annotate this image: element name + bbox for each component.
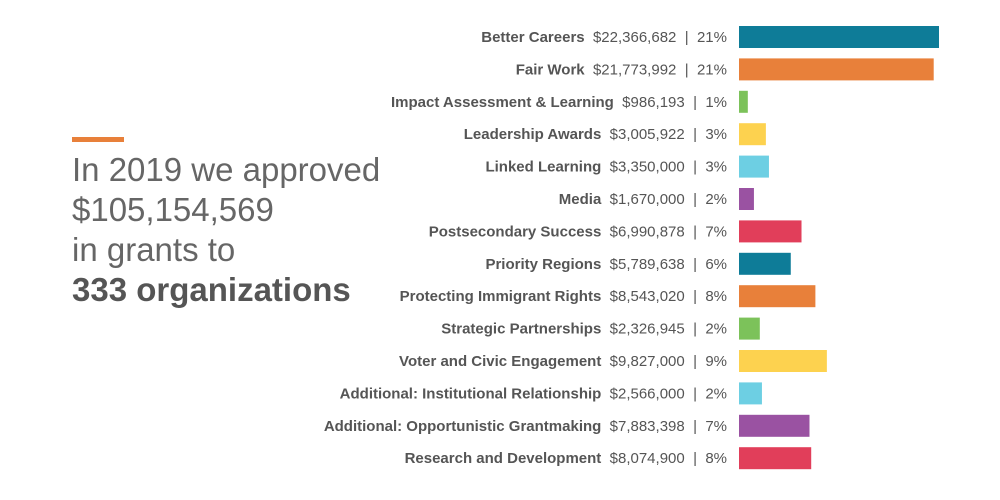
bar-category-label: Voter and Civic Engagement [399,353,601,370]
bar [739,350,827,372]
bar-label-row: Voter and Civic Engagement $9,827,000 | … [399,353,727,370]
bar [739,90,748,113]
headline-total-amount: $105,154,569 [72,191,274,228]
bar-category-label: Research and Development [405,450,602,467]
bar [739,414,810,437]
bar-amount-label: $2,566,000 [601,385,684,402]
bar-amount-label: $1,670,000 [601,191,684,208]
bar-category-label: Strategic Partnerships [441,321,601,338]
bar-amount-label: $3,350,000 [601,159,684,176]
bar-category-label: Fair Work [516,61,586,78]
bar-label-row: Better Careers $22,366,682 | 21% [481,29,727,46]
bar-label-row: Media $1,670,000 | 2% [559,191,727,208]
bar-percent-label: 21% [697,61,727,78]
bar-label-row: Fair Work $21,773,992 | 21% [516,61,727,78]
bar-percent-label: 8% [705,288,727,305]
bar-percent-label: 9% [705,353,727,370]
bar [739,252,791,275]
bar-label-row: Protecting Immigrant Rights $8,543,020 |… [400,288,727,305]
bar-category-label: Linked Learning [485,159,601,176]
bar-category-label: Media [559,191,602,208]
bar-separator: | [685,126,706,143]
bar-separator: | [685,191,706,208]
bar [739,188,754,210]
bar [739,317,760,340]
bar-amount-label: $21,773,992 [585,61,677,78]
bar [739,123,766,146]
bar-label-row: Additional: Institutional Relationship $… [340,385,727,402]
bar-amount-label: $9,827,000 [601,353,684,370]
bar-category-label: Postsecondary Success [429,223,602,240]
bar-percent-label: 2% [705,321,727,338]
headline-line-1: In 2019 we approved [72,151,381,188]
bar-label-row: Leadership Awards $3,005,922 | 3% [464,126,727,143]
bar-separator: | [685,385,706,402]
headline: In 2019 we approved $105,154,569 in gran… [72,150,380,310]
bar-separator: | [685,321,706,338]
bar-label-row: Priority Regions $5,789,638 | 6% [485,256,727,273]
bar-category-label: Impact Assessment & Learning [391,94,614,111]
bar-label-row: Impact Assessment & Learning $986,193 | … [391,94,727,111]
bar-separator: | [676,29,697,46]
accent-bar [72,137,124,142]
bar-separator: | [676,61,697,78]
bar-amount-label: $3,005,922 [601,126,684,143]
bar-separator: | [685,288,706,305]
bar-category-label: Additional: Opportunistic Grantmaking [324,418,602,435]
bar-label-row: Strategic Partnerships $2,326,945 | 2% [441,321,727,338]
bar-amount-label: $5,789,638 [601,256,684,273]
bar [739,26,939,48]
bar [739,382,762,405]
bar-percent-label: 2% [705,385,727,402]
bar-category-label: Protecting Immigrant Rights [400,288,602,305]
bar [739,220,802,243]
bar-amount-label: $6,990,878 [601,223,684,240]
bar-amount-label: $2,326,945 [601,321,684,338]
bar-category-label: Priority Regions [485,256,601,273]
bar-category-label: Additional: Institutional Relationship [340,385,602,402]
bar-label-row: Linked Learning $3,350,000 | 3% [485,159,727,176]
bar-label-row: Research and Development $8,074,900 | 8% [405,450,727,467]
bar [739,447,812,470]
bar-separator: | [685,223,706,240]
bar-amount-label: $8,074,900 [601,450,684,467]
bar-label-row: Additional: Opportunistic Grantmaking $7… [324,418,727,435]
bar-amount-label: $986,193 [614,94,685,111]
bar-separator: | [685,159,706,176]
bar-separator: | [685,94,706,111]
bar-percent-label: 1% [705,94,727,111]
bar-amount-label: $7,883,398 [601,418,684,435]
bar-percent-label: 8% [705,450,727,467]
bar [739,285,816,308]
headline-org-count: 333 organizations [72,271,351,308]
bar-amount-label: $22,366,682 [585,29,677,46]
bar-percent-label: 7% [705,418,727,435]
bar-separator: | [685,256,706,273]
bar-percent-label: 7% [705,223,727,240]
headline-line-3: in grants to [72,231,236,268]
bar-separator: | [685,353,706,370]
bar-category-label: Leadership Awards [464,126,602,143]
bar-separator: | [685,418,706,435]
bar-label-row: Postsecondary Success $6,990,878 | 7% [429,223,727,240]
bar [739,155,769,178]
bar [739,58,934,81]
bar-percent-label: 3% [705,126,727,143]
bar-percent-label: 3% [705,159,727,176]
bar-percent-label: 6% [705,256,727,273]
bar-category-label: Better Careers [481,29,584,46]
bar-percent-label: 2% [705,191,727,208]
bar-separator: | [685,450,706,467]
bar-percent-label: 21% [697,29,727,46]
bar-amount-label: $8,543,020 [601,288,684,305]
